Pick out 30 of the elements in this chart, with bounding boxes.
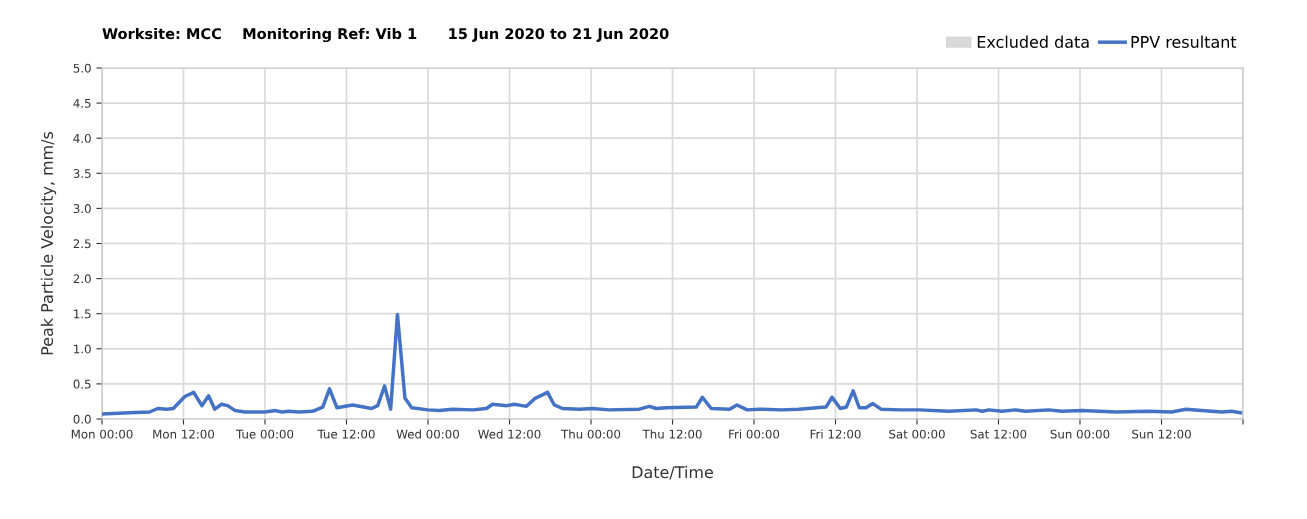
x-tick-label: Mon 00:00 (71, 429, 133, 439)
y-axis-title: Peak Particle Velocity, mm/s (40, 131, 57, 355)
y-tick-label: 0.5 (73, 379, 91, 389)
y-tick-label: 0.0 (73, 414, 91, 424)
y-tick-label: 4.0 (73, 133, 91, 143)
y-tick-label: 1.5 (74, 309, 91, 319)
legend-label: Excluded data (977, 35, 1089, 48)
x-axis-title: Date/Time (632, 465, 713, 480)
x-tick-label: Fri 00:00 (729, 429, 780, 439)
y-tick-label: 1.0 (74, 344, 91, 354)
y-tick-label: 4.5 (73, 98, 91, 108)
x-tick-label: Sun 00:00 (1050, 429, 1110, 439)
x-tick-label: Tue 00:00 (235, 429, 294, 439)
y-tick-label: 2.0 (73, 274, 91, 284)
y-tick-label: 3.5 (73, 169, 91, 178)
legend-label: PPV resultant (1131, 35, 1237, 48)
x-tick-label: Sat 12:00 (970, 429, 1027, 439)
chart-title: Worksite: MCC Monitoring Ref: Vib 1 15 Jun 2020 to 21 Jun 2020 (102, 27, 669, 43)
x-tick-label: Thu 12:00 (642, 429, 702, 439)
y-tick-label: 2.5 (73, 239, 91, 249)
y-tick-label: 3.0 (73, 204, 91, 214)
x-tick-label: Tue 12:00 (317, 429, 375, 439)
x-tick-label: Mon 12:00 (153, 429, 215, 439)
x-tick-label: Wed 00:00 (396, 429, 459, 439)
x-tick-label: Fri 12:00 (810, 429, 861, 439)
y-tick-label: 5.0 (73, 63, 91, 73)
x-tick-label: Sun 12:00 (1132, 429, 1191, 439)
x-tick-label: Wed 12:00 (478, 429, 541, 439)
x-tick-label: Sat 00:00 (889, 429, 945, 439)
x-tick-label: Thu 00:00 (560, 429, 621, 439)
